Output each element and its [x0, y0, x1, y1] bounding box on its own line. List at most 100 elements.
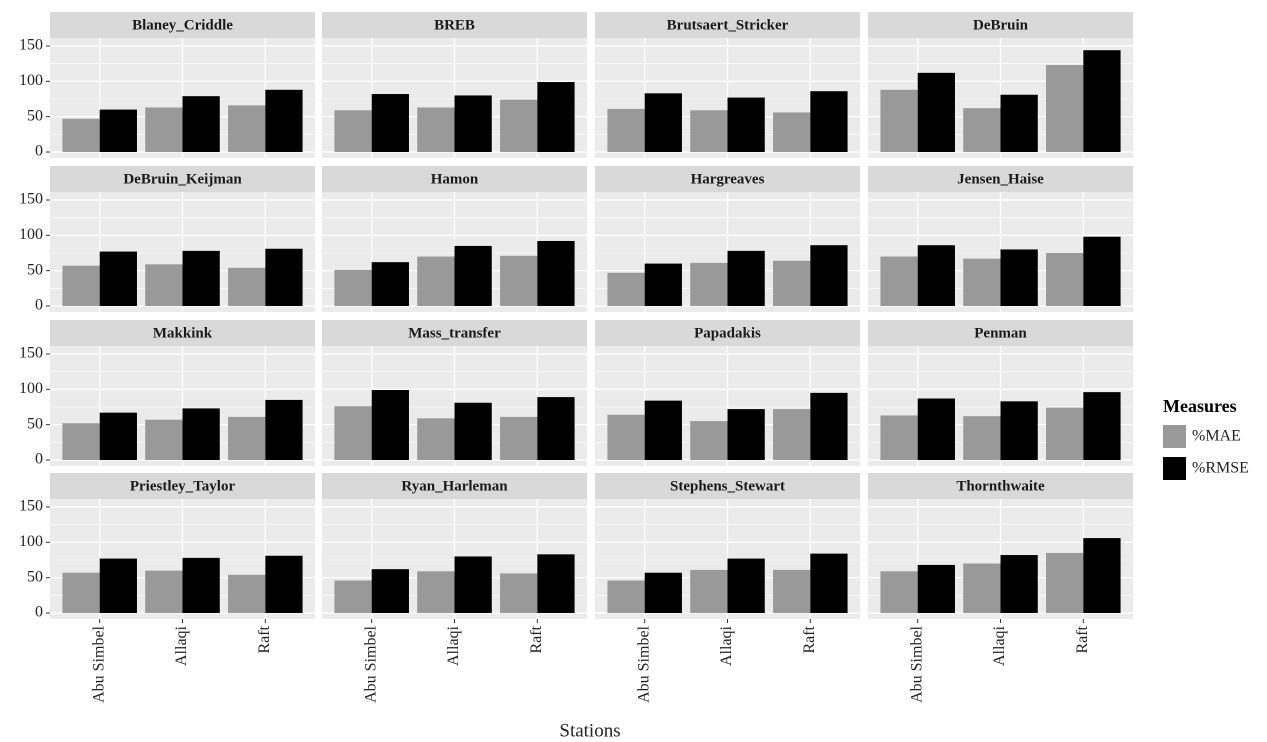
bar: [607, 272, 645, 306]
strip: [50, 12, 315, 38]
bar: [607, 414, 645, 460]
strip-title: Hamon: [431, 171, 479, 187]
bar: [454, 95, 492, 152]
bar: [454, 556, 492, 613]
x-tick-label: Abu Simbel: [90, 625, 107, 702]
bar: [145, 264, 183, 306]
bar: [1083, 236, 1121, 306]
bar: [690, 569, 728, 613]
strip-title: Papadakis: [694, 325, 761, 341]
bar: [334, 406, 372, 460]
x-tick-label: Abu Simbel: [908, 625, 925, 702]
bar: [145, 419, 183, 460]
bar: [1000, 249, 1038, 306]
y-tick-label: 50: [27, 415, 43, 432]
bar: [371, 569, 409, 613]
x-tick-label: Raft: [801, 625, 818, 653]
bar: [334, 580, 372, 613]
bar: [963, 416, 1001, 460]
strip: [50, 320, 315, 346]
strip-title: Brutsaert_Stricker: [667, 17, 789, 33]
bar: [99, 412, 137, 460]
bar: [62, 265, 100, 306]
x-tick-label: Raft: [1074, 625, 1091, 653]
bar: [62, 423, 100, 460]
bar: [417, 418, 455, 460]
bar: [917, 564, 955, 613]
bar: [1083, 50, 1121, 152]
bar: [773, 569, 811, 613]
bar: [963, 563, 1001, 613]
strip-title: DeBruin: [973, 17, 1029, 33]
bar: [644, 93, 682, 152]
bar: [690, 421, 728, 460]
y-tick-label: 50: [27, 107, 43, 124]
y-tick-label: 0: [35, 604, 43, 621]
bar: [773, 112, 811, 152]
bar: [727, 250, 765, 306]
x-tick-label: Allaqi: [718, 625, 735, 666]
bar: [228, 574, 266, 613]
bar: [500, 255, 538, 306]
strip: [595, 166, 860, 192]
y-tick-label: 150: [19, 37, 43, 54]
x-tick-label: Allaqi: [173, 625, 190, 666]
y-tick-label: 0: [35, 451, 43, 468]
y-tick-label: 150: [19, 498, 43, 515]
bar: [1000, 94, 1038, 152]
bar: [1000, 401, 1038, 460]
bar: [371, 94, 409, 152]
strip-title: Ryan_Harleman: [401, 478, 508, 494]
bar: [334, 269, 372, 306]
bar: [265, 89, 303, 152]
bar: [417, 571, 455, 613]
strip-title: BREB: [434, 17, 475, 33]
bar: [1046, 252, 1084, 306]
x-tick-label: Raft: [528, 625, 545, 653]
bar: [228, 416, 266, 460]
bar: [727, 558, 765, 613]
bar: [228, 267, 266, 306]
strip-title: Makkink: [153, 325, 213, 341]
bar: [265, 248, 303, 306]
y-tick-label: 100: [19, 226, 43, 243]
bar: [99, 109, 137, 152]
legend-title: Measures: [1163, 396, 1237, 416]
x-tick-label: Raft: [256, 625, 273, 653]
strip: [595, 320, 860, 346]
y-tick-label: 150: [19, 191, 43, 208]
bar: [537, 397, 575, 460]
bar: [917, 245, 955, 306]
bar: [228, 105, 266, 152]
y-tick-label: 100: [19, 72, 43, 89]
legend-key: [1163, 457, 1186, 480]
bar: [62, 118, 100, 152]
bar: [810, 392, 848, 460]
bar: [334, 110, 372, 152]
strip: [868, 320, 1133, 346]
strip-title: Stephens_Stewart: [670, 478, 785, 494]
bar: [690, 262, 728, 306]
strip: [322, 320, 587, 346]
strip-title: Blaney_Criddle: [132, 17, 233, 33]
strip-title: Jensen_Haise: [957, 171, 1044, 187]
bar: [644, 263, 682, 306]
bar: [963, 258, 1001, 306]
strip: [595, 12, 860, 38]
bar: [810, 553, 848, 613]
bar: [371, 390, 409, 460]
bar: [1083, 538, 1121, 613]
strip-title: Mass_transfer: [408, 325, 501, 341]
bar: [1000, 555, 1038, 613]
y-tick-label: 100: [19, 380, 43, 397]
strip: [868, 166, 1133, 192]
bar: [727, 97, 765, 152]
x-tick-label: Abu Simbel: [635, 625, 652, 702]
y-tick-label: 0: [35, 143, 43, 160]
bar: [810, 91, 848, 152]
bar: [182, 557, 220, 613]
bar: [182, 408, 220, 460]
strip: [50, 473, 315, 499]
bar: [500, 416, 538, 460]
